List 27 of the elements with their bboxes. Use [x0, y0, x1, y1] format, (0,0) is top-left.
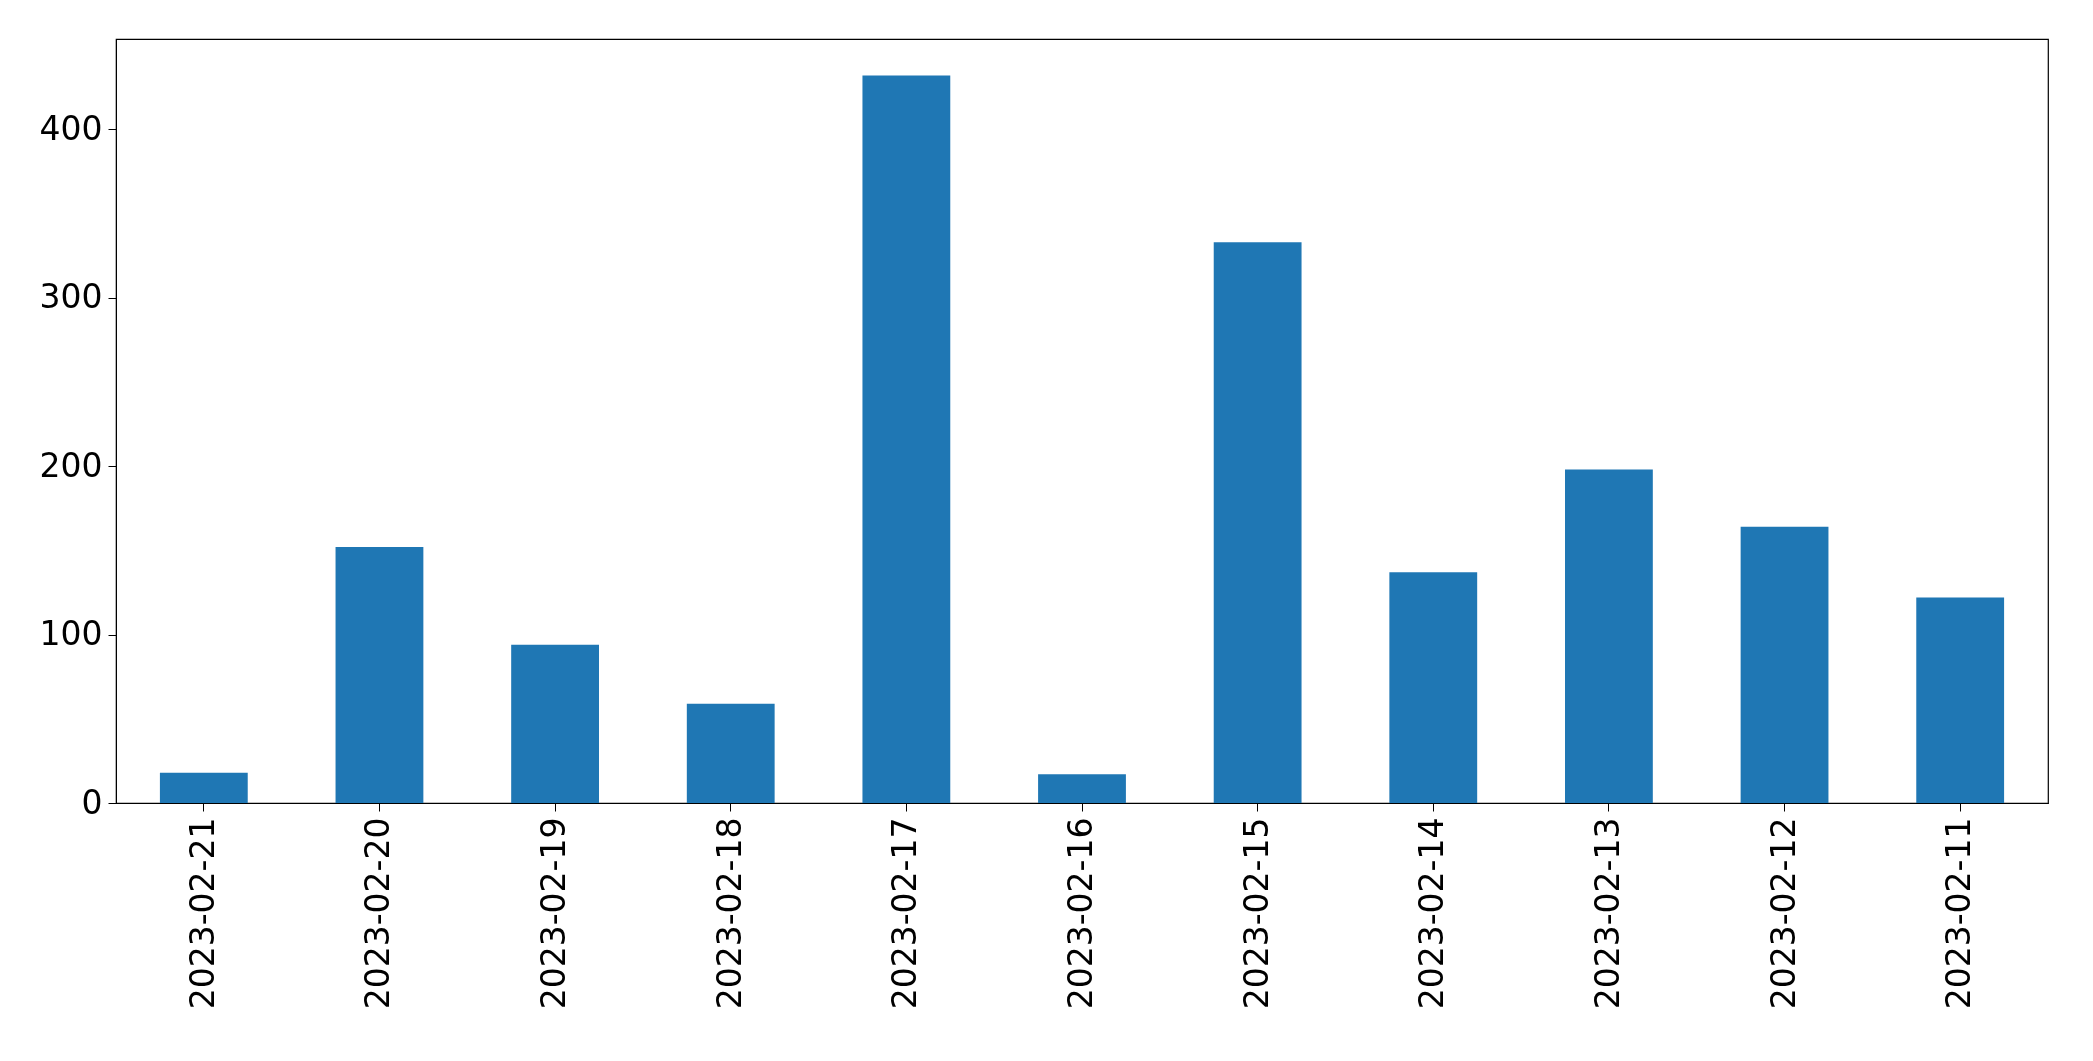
- x-tick-label: 2023-02-21: [182, 817, 222, 1010]
- x-tick-label: 2023-02-15: [1236, 817, 1276, 1010]
- bar: [862, 75, 951, 803]
- y-tick-label: 400: [39, 108, 103, 148]
- x-tick-label: 2023-02-17: [885, 817, 925, 1010]
- x-tick-label: 2023-02-18: [709, 817, 749, 1010]
- bar: [335, 546, 424, 803]
- bar: [159, 772, 248, 803]
- y-tick-label: 300: [39, 277, 103, 317]
- bar: [511, 644, 599, 803]
- x-tick-label: 2023-02-13: [1587, 817, 1627, 1010]
- x-tick-label: 2023-02-12: [1763, 817, 1803, 1010]
- bar: [1389, 572, 1478, 803]
- y-tick-label: 100: [39, 614, 103, 654]
- x-tick-label: 2023-02-14: [1412, 817, 1452, 1010]
- y-tick-label: 0: [81, 782, 103, 822]
- x-tick-label: 2023-02-19: [534, 817, 574, 1010]
- bar: [1213, 242, 1302, 803]
- x-tick-label: 2023-02-16: [1061, 817, 1100, 1010]
- x-tick-label: 2023-02-11: [1939, 817, 1979, 1010]
- bar: [1565, 469, 1653, 803]
- bar: [1740, 526, 1829, 803]
- bar: [1916, 597, 2005, 803]
- bar: [686, 703, 775, 803]
- x-tick-label: 2023-02-20: [358, 817, 398, 1010]
- y-tick-label: 200: [39, 445, 103, 485]
- bar: [1038, 774, 1126, 803]
